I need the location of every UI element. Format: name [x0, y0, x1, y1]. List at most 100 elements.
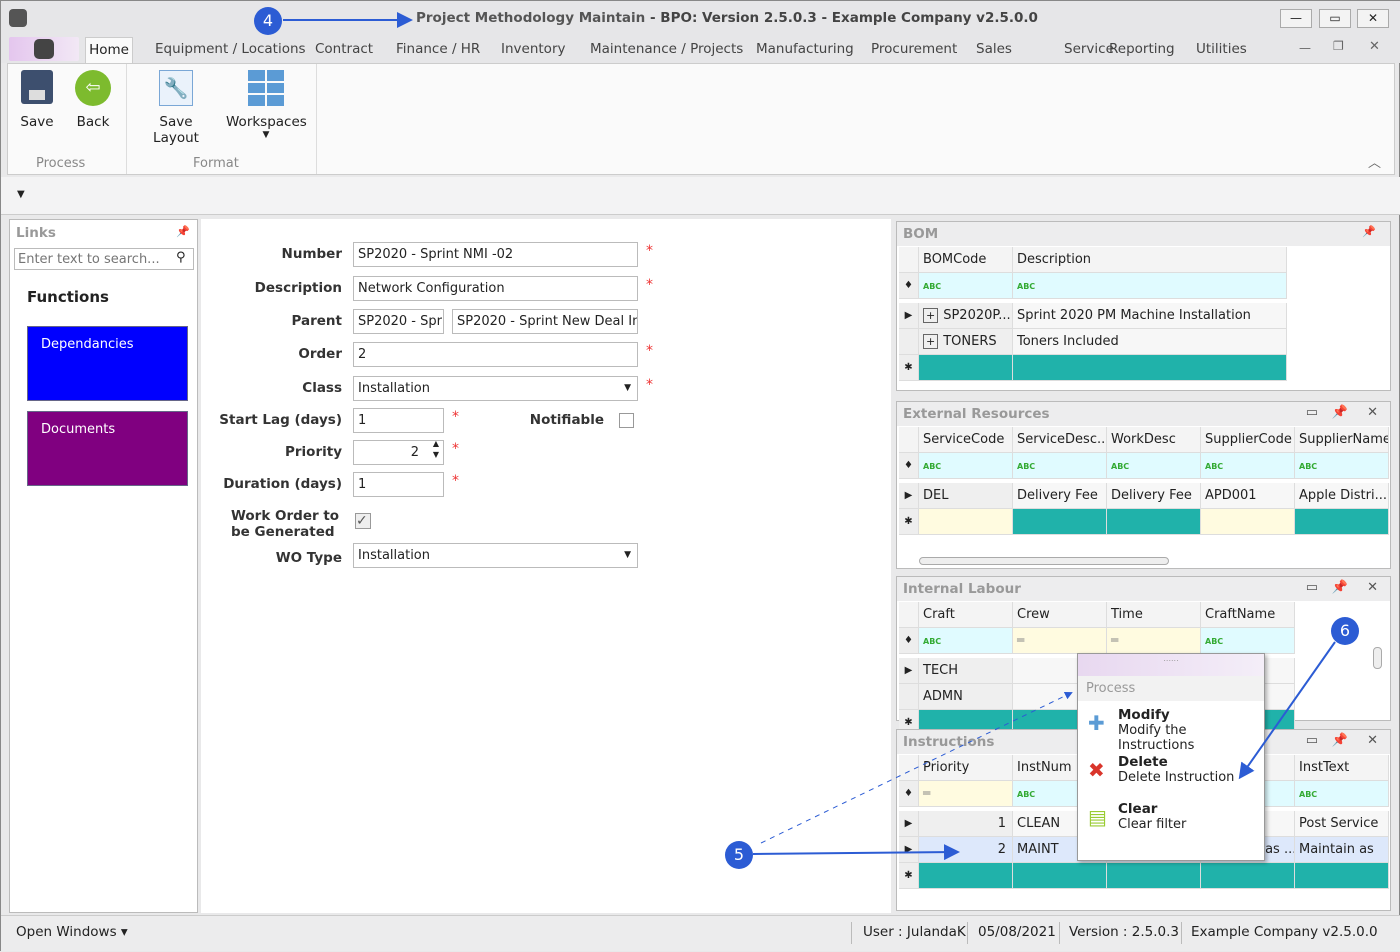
parent-description-input[interactable]: SP2020 - Sprint New Deal Inst [452, 309, 638, 334]
filter-cell[interactable]: ABC [919, 628, 1013, 654]
new-row-cell[interactable] [1295, 509, 1389, 535]
collapse-ribbon-icon[interactable]: ︿ [1368, 156, 1382, 171]
new-row-cell[interactable] [1107, 863, 1201, 889]
filter-cell[interactable]: ABC [1295, 453, 1389, 479]
tab-maintenance-projects[interactable]: Maintenance / Projects [590, 41, 744, 57]
column-header[interactable]: BOMCode [919, 247, 1013, 273]
parent-code-input[interactable]: SP2020 - Sprint [353, 309, 444, 334]
table-cell[interactable]: + SP2020P... [919, 303, 1013, 329]
new-row-cell[interactable] [1013, 355, 1287, 381]
tab-finance-hr[interactable]: Finance / HR [396, 41, 481, 57]
filter-cell[interactable]: ═ [919, 781, 1013, 807]
notifiable-checkbox[interactable] [619, 413, 634, 428]
close-button[interactable]: ✕ [1357, 9, 1389, 28]
tab-contract[interactable]: Contract [315, 41, 374, 57]
table-cell[interactable]: 2 [919, 837, 1013, 863]
app-menu-button[interactable] [9, 37, 79, 61]
new-row[interactable]: ✱ [899, 355, 1388, 381]
table-cell[interactable]: Delivery Fee [1013, 483, 1107, 509]
pin-icon[interactable]: 📌 [1331, 733, 1348, 748]
table-cell[interactable]: 1 [919, 811, 1013, 837]
column-header[interactable]: SupplierCode [1201, 427, 1295, 453]
duration-input[interactable]: 1 [353, 472, 444, 497]
horizontal-scrollbar[interactable] [919, 557, 1169, 565]
save-button[interactable]: Save [14, 70, 60, 130]
close-icon[interactable]: ✕ [1367, 405, 1378, 420]
filter-cell[interactable]: ═ [1013, 628, 1107, 654]
filter-cell[interactable]: ABC [1295, 781, 1389, 807]
number-input[interactable]: SP2020 - Sprint NMI -02 [353, 242, 638, 267]
new-row-cell[interactable] [1295, 863, 1389, 889]
column-header[interactable]: ServiceDesc... [1013, 427, 1107, 453]
table-cell[interactable]: Delivery Fee [1107, 483, 1201, 509]
table-row[interactable]: + TONERS Toners Included [899, 329, 1388, 355]
menu-grip[interactable]: ...... [1078, 654, 1264, 676]
pin-icon[interactable]: 📌 [1331, 405, 1348, 420]
mdi-minimize-icon[interactable]: — [1299, 41, 1311, 55]
new-row-cell[interactable] [1013, 509, 1107, 535]
table-cell[interactable]: Apple Distri... [1295, 483, 1389, 509]
menu-item-delete[interactable]: ✖ Delete Delete Instruction [1078, 748, 1264, 795]
customize-dropdown-icon[interactable]: ▼ [17, 189, 25, 200]
maximize-icon[interactable]: ▭ [1305, 733, 1318, 748]
pin-icon[interactable]: 📌 [1331, 580, 1348, 595]
filter-cell[interactable]: ═ [1107, 628, 1201, 654]
new-row-cell[interactable] [919, 355, 1013, 381]
new-row[interactable]: ✱ [899, 509, 1389, 535]
column-header[interactable]: ServiceCode [919, 427, 1013, 453]
start-lag-input[interactable]: 1 [353, 408, 444, 433]
table-cell[interactable]: + TONERS [919, 329, 1013, 355]
filter-cell[interactable]: ABC [1107, 453, 1201, 479]
save-layout-button[interactable]: 🔧 Save Layout [136, 70, 216, 146]
open-windows-button[interactable]: Open Windows ▾ [16, 924, 128, 940]
links-search-input[interactable] [14, 248, 194, 270]
menu-item-modify[interactable]: ✚ Modify Modify the Instructions [1078, 701, 1264, 753]
table-row[interactable]: ▶ DEL Delivery Fee Delivery Fee APD001 Apple … [899, 483, 1389, 509]
table-cell[interactable]: DEL [919, 483, 1013, 509]
maximize-icon[interactable]: ▭ [1305, 580, 1318, 595]
spin-arrows-icon[interactable]: ▲ ▼ [432, 440, 439, 459]
tab-service[interactable]: Service [1064, 41, 1114, 57]
table-cell[interactable]: Maintain as [1295, 837, 1389, 863]
table-cell[interactable]: APD001 [1201, 483, 1295, 509]
wo-type-dropdown[interactable]: Installation ▼ [353, 543, 638, 568]
tab-home[interactable]: Home [85, 37, 133, 64]
vertical-scrollbar[interactable] [1373, 647, 1382, 669]
mdi-restore-icon[interactable]: ❐ [1333, 39, 1344, 53]
new-row-cell[interactable] [1013, 863, 1107, 889]
filter-cell[interactable]: ABC [1013, 453, 1107, 479]
column-header[interactable]: Time [1107, 602, 1201, 628]
tab-procurement[interactable]: Procurement [871, 41, 958, 57]
back-button[interactable]: ⇦ Back [70, 70, 116, 130]
table-row[interactable]: ▶ + SP2020P... Sprint 2020 PM Machine Insta… [899, 303, 1388, 329]
new-row-cell[interactable] [919, 509, 1013, 535]
expand-icon[interactable]: + [923, 334, 939, 349]
description-input[interactable]: Network Configuration [353, 276, 638, 301]
wo-generated-checkbox[interactable]: ✓ [355, 513, 371, 529]
close-icon[interactable]: ✕ [1367, 580, 1378, 595]
filter-cell[interactable]: ABC [919, 453, 1013, 479]
filter-cell[interactable]: ABC [1201, 453, 1295, 479]
column-header[interactable]: Description [1013, 247, 1287, 273]
tile-dependancies[interactable]: Dependancies [27, 326, 188, 401]
column-header[interactable]: Priority [919, 755, 1013, 781]
menu-item-clear[interactable]: ▤ Clear Clear filter [1078, 795, 1264, 842]
tab-inventory[interactable]: Inventory [501, 41, 566, 57]
tab-manufacturing[interactable]: Manufacturing [756, 41, 854, 57]
tab-reporting[interactable]: Reporting [1109, 41, 1175, 57]
new-row-cell[interactable] [1107, 509, 1201, 535]
order-input[interactable]: 2 [353, 342, 638, 367]
column-header[interactable]: CraftName [1201, 602, 1295, 628]
tab-utilities[interactable]: Utilities [1196, 41, 1247, 57]
new-row-cell[interactable] [1201, 863, 1295, 889]
filter-cell[interactable]: ABC [1013, 273, 1287, 299]
close-icon[interactable]: ✕ [1367, 733, 1378, 748]
pin-icon[interactable]: 📌 [1362, 225, 1376, 238]
new-row-cell[interactable] [919, 863, 1013, 889]
maximize-icon[interactable]: ▭ [1305, 405, 1318, 420]
table-cell[interactable]: Sprint 2020 PM Machine Installation [1013, 303, 1287, 329]
pin-icon[interactable]: 📌 [176, 225, 190, 238]
table-cell[interactable]: Post Service [1295, 811, 1389, 837]
expand-icon[interactable]: + [923, 308, 939, 323]
column-header[interactable]: WorkDesc [1107, 427, 1201, 453]
